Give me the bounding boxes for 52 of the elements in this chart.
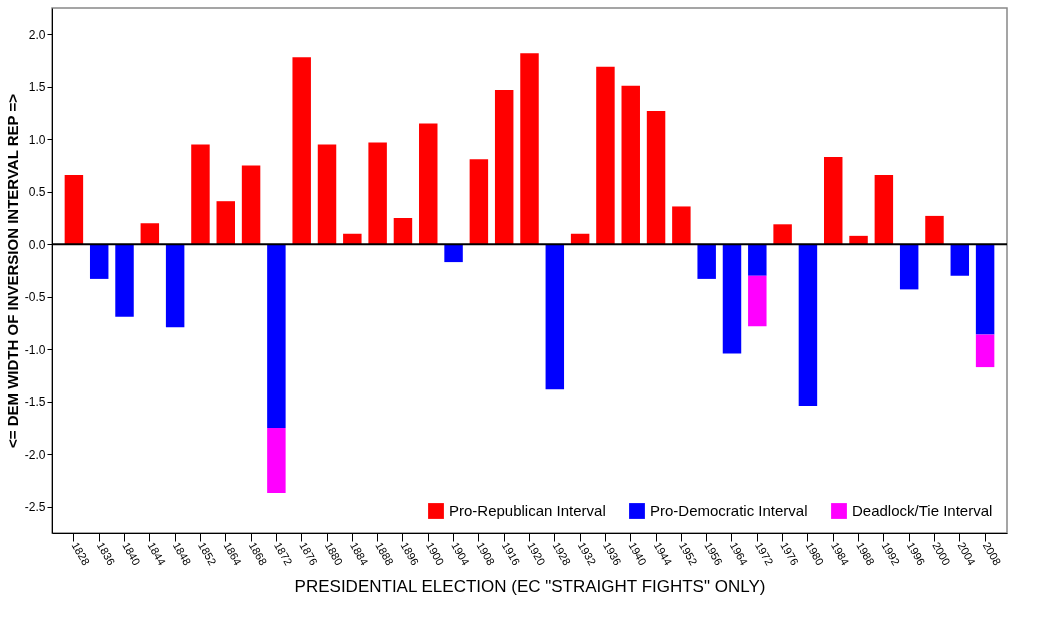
- y-axis-title: <= DEM WIDTH OF INVERSION INTERVAL REP =>: [3, 93, 21, 448]
- bar: [64, 174, 84, 245]
- bar: [646, 110, 666, 245]
- legend-label: Deadlock/Tie Interval: [852, 502, 993, 519]
- bar: [419, 123, 438, 245]
- bar: [317, 144, 337, 245]
- bar: [267, 244, 286, 428]
- bar: [748, 275, 767, 327]
- bar: [596, 66, 615, 245]
- bar: [393, 218, 413, 245]
- bar: [241, 165, 261, 245]
- y-tick-label: 0.0: [28, 237, 46, 252]
- y-tick-label: 1.5: [28, 80, 46, 95]
- bar: [115, 244, 134, 317]
- bar: [697, 244, 716, 279]
- bar: [975, 334, 995, 368]
- bar: [494, 89, 514, 245]
- bar: [368, 142, 387, 245]
- bar: [899, 244, 919, 290]
- legend-label: Pro-Democratic Interval: [650, 502, 808, 519]
- legend-label: Pro-Republican Interval: [449, 502, 606, 519]
- bar: [722, 244, 742, 354]
- bar: [950, 244, 970, 276]
- y-tick-label: -1.5: [24, 395, 46, 410]
- bar: [975, 244, 995, 335]
- bar: [672, 206, 691, 245]
- bar: [191, 144, 210, 245]
- bar: [925, 215, 944, 245]
- bar: [520, 53, 539, 245]
- y-tick-label: -2.5: [24, 500, 46, 515]
- bar: [267, 428, 286, 494]
- bar: [748, 244, 767, 276]
- y-tick-label: 1.0: [28, 132, 46, 147]
- bar: [140, 223, 160, 245]
- bar: [824, 157, 843, 245]
- x-axis-title: PRESIDENTIAL ELECTION (EC "STRAIGHT FIGHTS" ONLY): [294, 577, 766, 597]
- bar: [292, 57, 311, 245]
- y-tick-label: -1.0: [24, 342, 46, 357]
- bar: [165, 244, 185, 328]
- y-tick-label: -0.5: [24, 290, 46, 305]
- bar: [798, 244, 818, 406]
- bar: [469, 159, 489, 245]
- bar: [216, 201, 235, 245]
- bar: [874, 174, 894, 245]
- bar: [545, 244, 565, 390]
- y-tick-label: 0.5: [28, 185, 46, 200]
- bar: [444, 244, 463, 263]
- bar: [89, 244, 109, 279]
- y-tick-label: 2.0: [28, 27, 46, 42]
- y-tick-label: -2.0: [24, 447, 46, 462]
- bar: [773, 224, 792, 245]
- bar: [621, 85, 640, 245]
